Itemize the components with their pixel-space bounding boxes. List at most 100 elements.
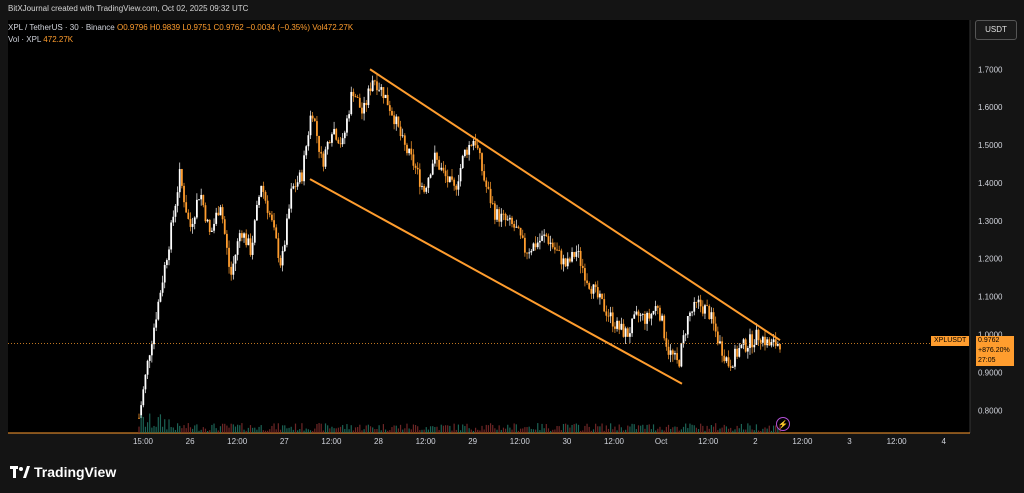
volume-bar — [550, 430, 552, 433]
candle-body — [614, 326, 616, 329]
candle-body — [693, 301, 696, 312]
candle-body — [723, 355, 726, 362]
candle-body — [618, 320, 621, 330]
volume-bar — [361, 430, 363, 433]
volume-bar — [725, 426, 728, 433]
volume-bar — [453, 423, 455, 433]
volume-bar — [436, 426, 438, 433]
candle-body — [251, 242, 254, 255]
volume-bar — [712, 426, 715, 433]
candle-body — [253, 220, 256, 243]
volume-bar — [755, 424, 758, 433]
candle-body — [528, 252, 531, 254]
candle-body — [746, 347, 749, 352]
candle-body — [258, 196, 260, 206]
volume-bar — [337, 427, 339, 433]
volume-bar — [393, 425, 395, 433]
volume-bar — [657, 428, 659, 433]
candle-body — [547, 236, 550, 244]
volume-bar — [151, 427, 153, 433]
volume-bar — [384, 429, 387, 433]
lightning-icon[interactable]: ⚡ — [776, 417, 790, 431]
volume-bar — [584, 425, 586, 433]
y-tick-label: 1.6000 — [978, 103, 1003, 112]
volume-bar — [483, 429, 485, 433]
currency-button[interactable]: USDT — [975, 20, 1017, 40]
candle-body — [622, 323, 625, 337]
candle-body — [599, 293, 601, 298]
volume-bar — [775, 425, 777, 433]
volume-label[interactable]: Vol · XPL — [8, 35, 42, 44]
volume-bar — [421, 429, 423, 433]
candle-body — [427, 177, 430, 188]
volume-bar — [159, 414, 162, 433]
candle-body — [408, 148, 411, 154]
volume-bar — [451, 430, 453, 433]
candle-body — [371, 80, 374, 92]
candle-body — [393, 115, 396, 125]
candle-body — [183, 185, 185, 203]
candle-body — [301, 172, 303, 182]
volume-bar — [575, 423, 577, 433]
candle-body — [588, 283, 591, 289]
volume-bar — [687, 428, 689, 433]
y-tick-label: 1.7000 — [978, 65, 1003, 74]
y-tick-label: 1.5000 — [978, 141, 1003, 150]
symbol-label[interactable]: XPL / TetherUS · 30 · Binance — [8, 23, 115, 32]
volume-bar — [219, 426, 222, 433]
candle-body — [311, 115, 314, 119]
ohlc-legend: XPL / TetherUS · 30 · Binance O0.9796 H0… — [8, 23, 353, 32]
volume-bar — [297, 430, 299, 433]
volume-bar — [614, 426, 616, 433]
candle-body — [581, 265, 584, 269]
volume-bar — [702, 425, 704, 433]
volume-bar — [254, 427, 256, 433]
candle-body — [161, 282, 164, 293]
candle-body — [534, 243, 537, 248]
volume-bar — [324, 423, 327, 433]
volume-bar — [339, 426, 342, 433]
volume-bar — [768, 425, 770, 433]
volume-bar — [387, 430, 389, 433]
volume-bar — [232, 424, 234, 433]
volume-bar — [352, 430, 354, 433]
volume-bar — [314, 428, 316, 433]
volume-bar — [719, 428, 721, 433]
volume-bar — [511, 429, 513, 433]
volume-bar — [262, 430, 264, 433]
volume-bar — [504, 428, 507, 433]
candle-body — [144, 374, 147, 390]
volume-bar — [457, 424, 460, 433]
candle-body — [369, 88, 372, 92]
volume-bar — [412, 424, 415, 433]
volume-bar — [633, 424, 635, 433]
volume-bar — [417, 426, 419, 433]
volume-bar — [569, 427, 571, 433]
candle-body — [195, 199, 198, 218]
y-tick-label: 1.3000 — [978, 217, 1003, 226]
volume-bar — [427, 429, 430, 433]
candle-body — [487, 186, 490, 189]
candle-body — [639, 314, 642, 316]
volume-bar — [207, 430, 209, 433]
x-tick-label: 12:00 — [792, 437, 813, 446]
volume-bar — [376, 429, 378, 433]
x-tick-label: 27 — [280, 437, 289, 446]
candle-body — [558, 250, 561, 252]
volume-bar — [477, 429, 479, 433]
volume-bar — [498, 425, 500, 433]
volume-bar — [410, 429, 412, 433]
candle-body — [502, 213, 505, 215]
candle-body — [448, 176, 451, 183]
candle-body — [206, 219, 209, 222]
candle-body — [418, 169, 421, 187]
volume-bar — [689, 423, 691, 433]
candle-body — [536, 242, 539, 248]
volume-bar — [408, 428, 410, 433]
volume-bar — [697, 429, 700, 433]
volume-bar — [590, 430, 592, 433]
volume-bar — [562, 423, 565, 433]
volume-bar — [245, 430, 247, 433]
candle-body — [193, 217, 196, 224]
